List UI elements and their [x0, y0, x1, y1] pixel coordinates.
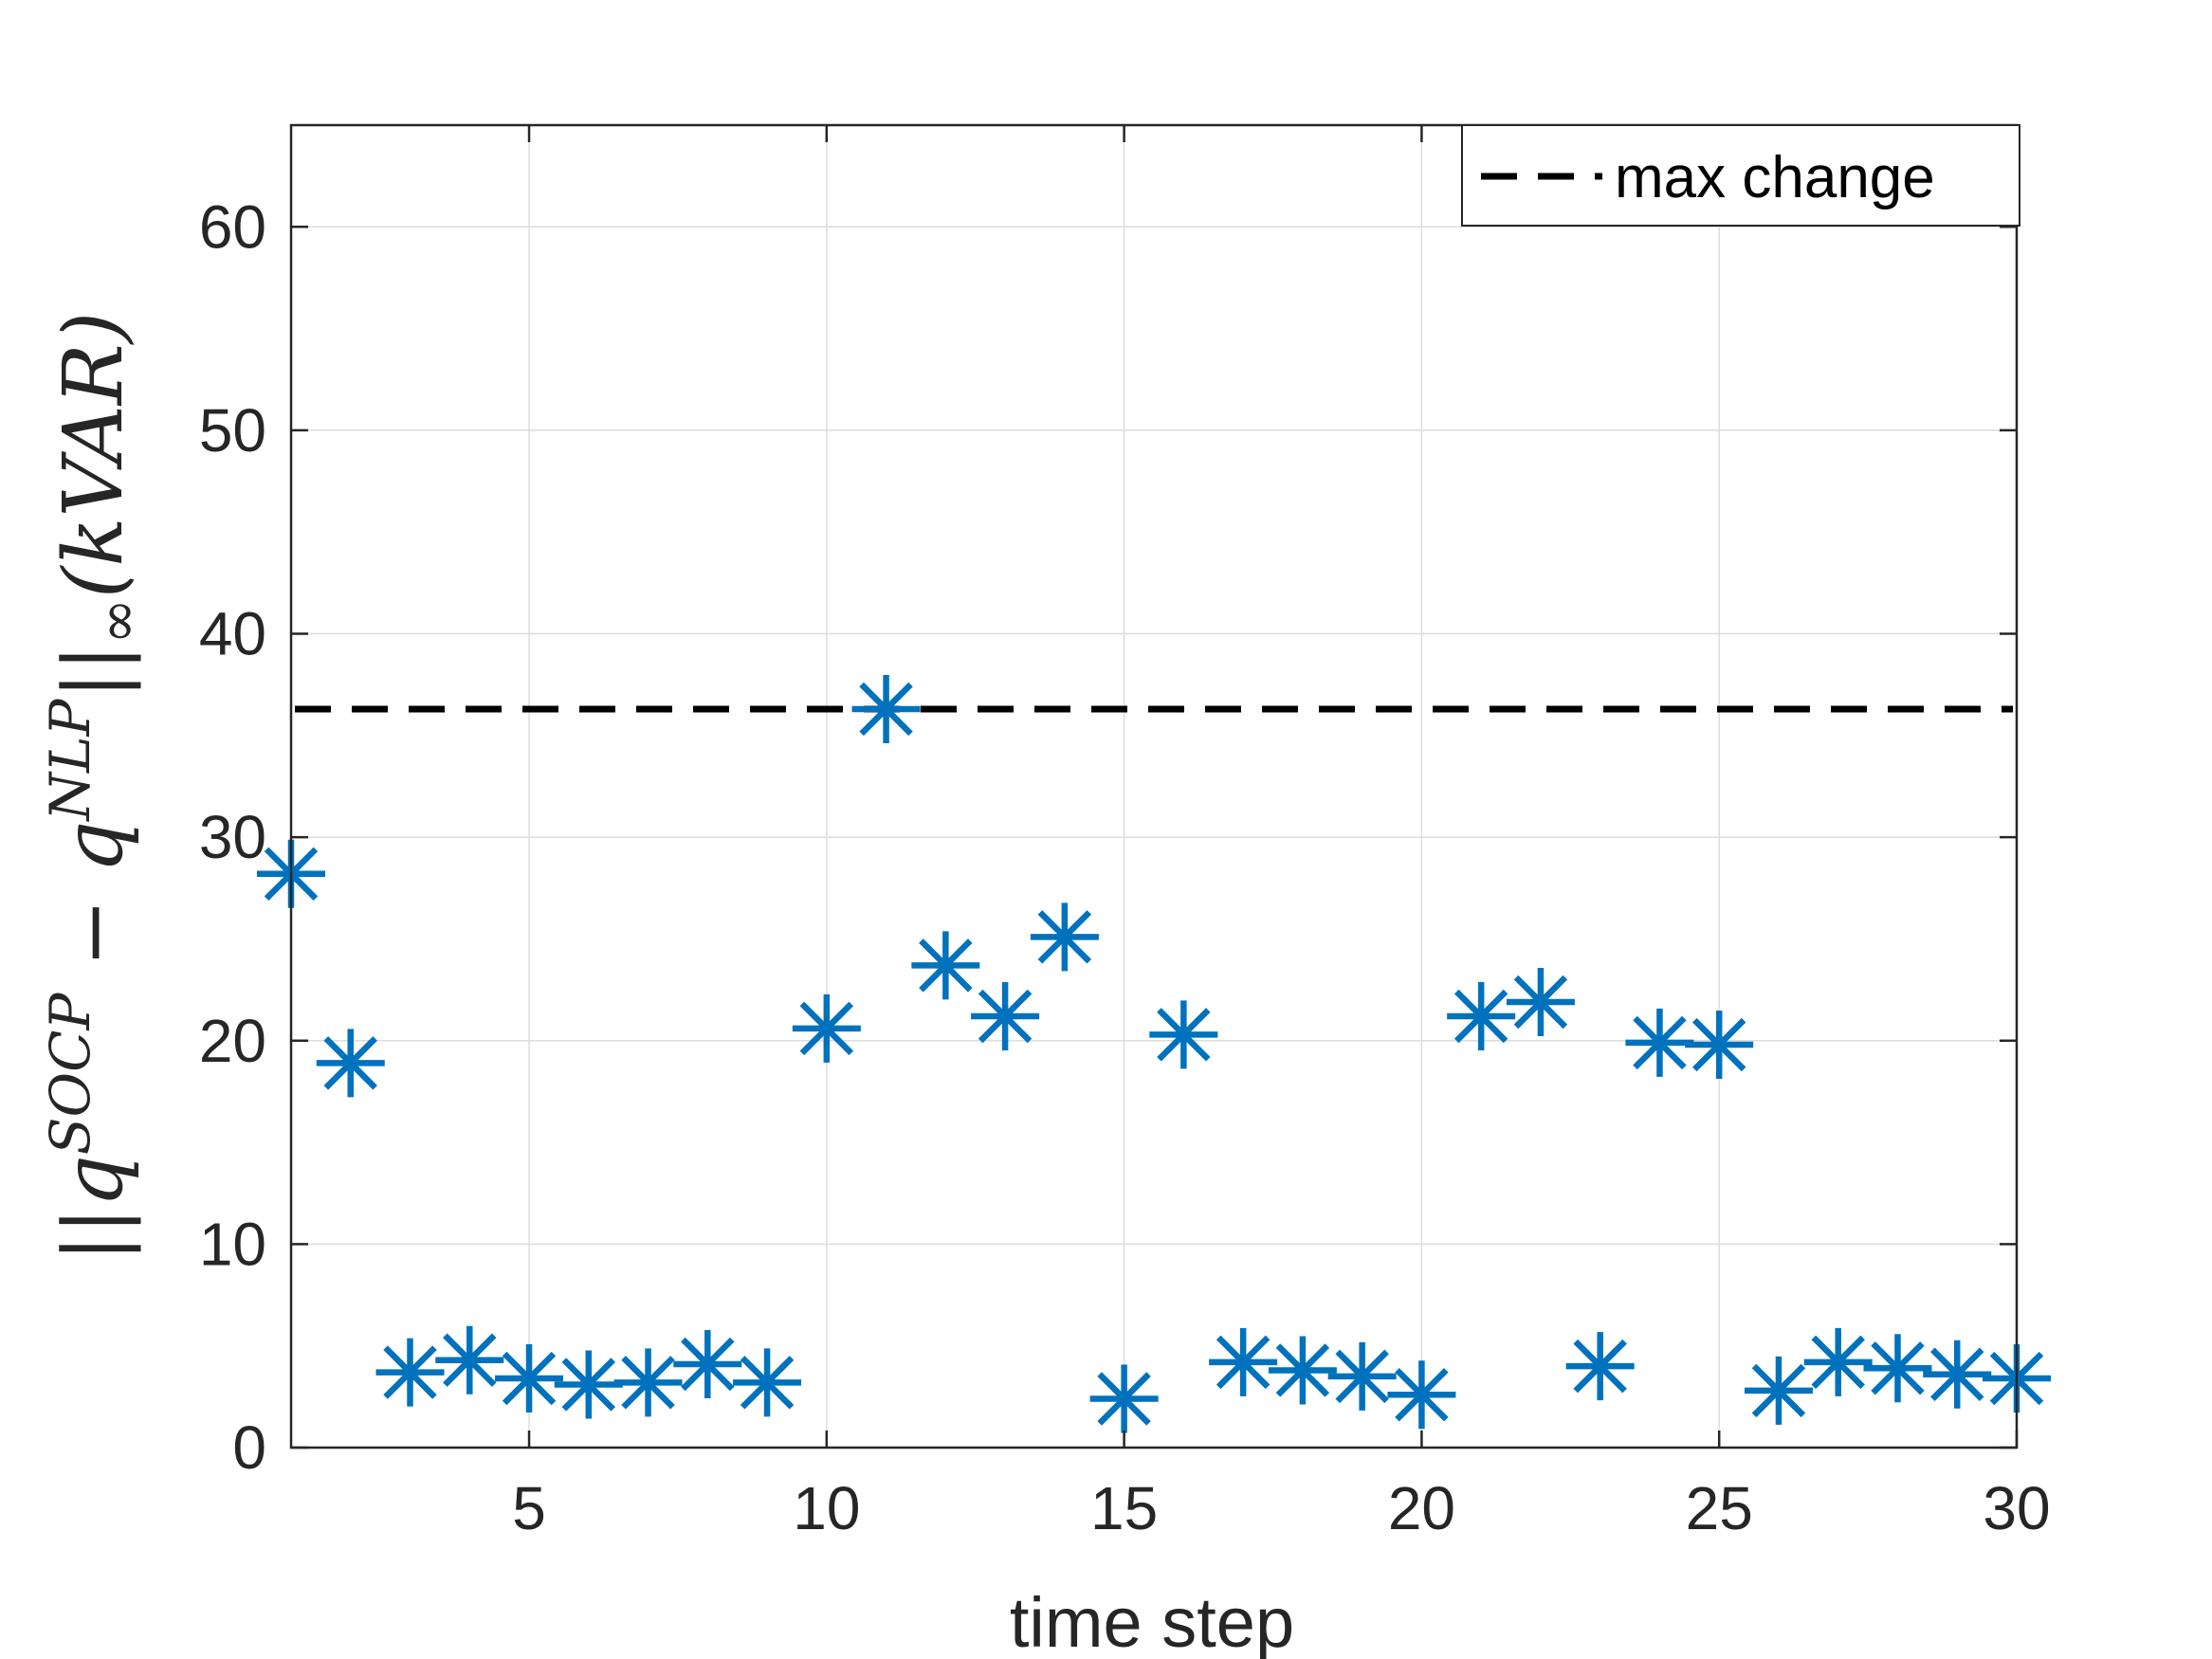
asterisk-stroke-d2 — [1691, 1017, 1746, 1072]
y-tick-label: 60 — [199, 192, 266, 261]
data-point-asterisk — [1685, 1011, 1754, 1080]
data-point-asterisk — [1803, 1327, 1873, 1396]
asterisk-stroke-d2 — [561, 1358, 616, 1412]
asterisk-stroke-d2 — [1037, 910, 1092, 964]
legend: max change — [1461, 124, 2020, 227]
x-tick-label: 25 — [1686, 1474, 1753, 1542]
y-label-bars: || — [46, 644, 141, 699]
data-point-asterisk — [1268, 1336, 1337, 1405]
data-point-asterisk — [851, 674, 921, 743]
data-point-asterisk — [1506, 967, 1575, 1036]
data-point-asterisk — [1565, 1332, 1635, 1401]
data-point-asterisk — [1089, 1364, 1159, 1433]
data-point-asterisk — [1387, 1360, 1456, 1430]
data-point-asterisk — [1744, 1356, 1813, 1425]
plot-frame — [289, 123, 2019, 1449]
x-tick-label: 20 — [1388, 1474, 1455, 1542]
y-label-open: ||q — [46, 1155, 141, 1262]
data-point-asterisk — [1625, 1008, 1694, 1077]
plot-area — [291, 125, 2017, 1448]
y-tick-labels: 0 10 20 30 40 50 60 — [199, 192, 266, 1482]
asterisk-stroke-d2 — [978, 989, 1033, 1044]
x-axis-label: time step — [1010, 1583, 1294, 1659]
asterisk-stroke-d2 — [502, 1351, 557, 1406]
data-point-asterisk — [495, 1344, 564, 1413]
x-tick-label: 30 — [1983, 1474, 2050, 1542]
asterisk-stroke-d2 — [1513, 975, 1568, 1030]
asterisk-stroke-d2 — [621, 1356, 675, 1410]
asterisk-stroke-d2 — [1335, 1349, 1389, 1404]
data-point-asterisk — [1923, 1340, 1992, 1409]
data-point-asterisk — [733, 1348, 802, 1417]
data-point-asterisk — [554, 1350, 623, 1419]
x-tick-label: 5 — [512, 1474, 546, 1542]
asterisk-stroke-d2 — [1751, 1363, 1806, 1418]
asterisk-stroke-d2 — [1930, 1347, 1984, 1401]
asterisk-stroke-d2 — [443, 1333, 497, 1387]
asterisk-stroke-d2 — [681, 1337, 735, 1392]
asterisk-stroke-d2 — [383, 1345, 437, 1399]
asterisk-stroke-d2 — [799, 1001, 854, 1056]
data-point-asterisk — [1030, 902, 1099, 972]
legend-label-max-change: max change — [1615, 145, 1935, 210]
asterisk-stroke-d2 — [1395, 1367, 1449, 1422]
y-tick-label: 20 — [199, 1007, 266, 1075]
y-tick-label: 0 — [232, 1413, 266, 1482]
data-point-asterisk — [435, 1325, 504, 1395]
y-label-sup-nlp: NLP — [38, 698, 102, 822]
x-tick-label: 15 — [1090, 1474, 1158, 1542]
asterisk-stroke-d2 — [1633, 1015, 1687, 1070]
asterisk-stroke-d2 — [323, 1036, 377, 1090]
y-label-unit: (kVAR) — [46, 312, 141, 598]
data-point-asterisk — [1863, 1334, 1932, 1403]
x-tick-label: 10 — [793, 1474, 860, 1542]
asterisk-stroke-d2 — [1097, 1372, 1151, 1426]
data-point-asterisk — [792, 994, 861, 1063]
y-tick-label: 10 — [199, 1210, 266, 1278]
data-point-asterisk — [375, 1338, 445, 1407]
y-label-sub-infinity: ∞ — [85, 598, 150, 644]
grid-lines — [291, 125, 2018, 1449]
y-tick-label: 50 — [199, 396, 266, 465]
asterisk-stroke-d2 — [1157, 1008, 1211, 1062]
asterisk-stroke-d2 — [919, 939, 973, 993]
data-point-asterisk — [316, 1029, 385, 1098]
y-label-mid: − q — [46, 821, 141, 994]
asterisk-stroke-d2 — [1216, 1335, 1271, 1390]
data-point-asterisk — [1327, 1341, 1397, 1411]
asterisk-stroke-d2 — [1573, 1339, 1627, 1394]
data-point-asterisk — [613, 1348, 683, 1417]
y-tick-label: 40 — [199, 600, 266, 668]
data-point-asterisk — [1149, 1000, 1218, 1069]
data-point-asterisk — [673, 1330, 742, 1399]
asterisk-stroke-d2 — [1453, 989, 1508, 1044]
asterisk-stroke-d2 — [1275, 1343, 1330, 1397]
y-axis-label: ||qSOCP − qNLP||∞(kVAR) — [38, 312, 150, 1262]
asterisk-stroke-d2 — [1811, 1335, 1865, 1390]
data-markers — [257, 674, 2051, 1433]
data-point-asterisk — [1209, 1327, 1278, 1396]
data-point-asterisk — [1447, 982, 1516, 1051]
data-point-asterisk — [911, 931, 980, 1000]
x-tick-labels: 5 10 15 20 25 30 — [512, 1474, 2050, 1542]
y-label-sup-socp: SOCP — [38, 993, 102, 1156]
y-tick-label: 30 — [199, 803, 266, 871]
asterisk-stroke-d2 — [859, 682, 913, 737]
asterisk-stroke-d2 — [740, 1356, 795, 1410]
asterisk-stroke-d2 — [1871, 1341, 1925, 1395]
data-point-asterisk — [971, 982, 1040, 1051]
